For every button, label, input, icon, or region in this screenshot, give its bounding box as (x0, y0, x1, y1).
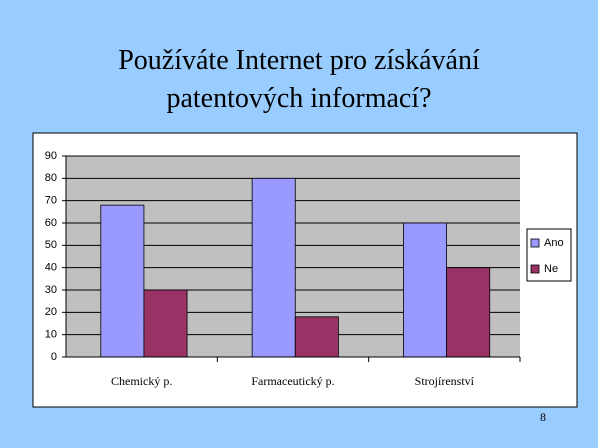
legend-label: Ne (544, 263, 558, 275)
legend-swatch (530, 238, 540, 248)
y-tick-label: 70 (45, 195, 57, 207)
x-tick-label: Farmaceutický p. (251, 374, 334, 388)
legend-swatch (530, 264, 540, 274)
y-tick-label: 60 (45, 217, 57, 229)
bar (100, 204, 145, 358)
slide-title: Používáte Internet pro získávání patento… (118, 45, 480, 114)
legend-label: Ano (544, 237, 564, 249)
y-tick-label: 10 (45, 329, 57, 341)
y-tick-label: 40 (45, 262, 57, 274)
bar (403, 222, 448, 358)
y-tick-label: 80 (45, 172, 57, 184)
y-tick-label: 90 (45, 150, 57, 162)
x-tick-label: Strojírenství (415, 374, 475, 388)
x-tick-label: Chemický p. (111, 374, 172, 388)
y-tick-label: 50 (45, 239, 57, 251)
y-tick-label: 20 (45, 306, 57, 318)
bar (446, 267, 491, 358)
bar (143, 289, 188, 358)
bar (294, 316, 339, 358)
y-tick-label: 0 (51, 351, 57, 363)
bar (251, 177, 296, 358)
y-tick-label: 30 (45, 284, 57, 296)
slide-number: 8 (540, 410, 546, 424)
